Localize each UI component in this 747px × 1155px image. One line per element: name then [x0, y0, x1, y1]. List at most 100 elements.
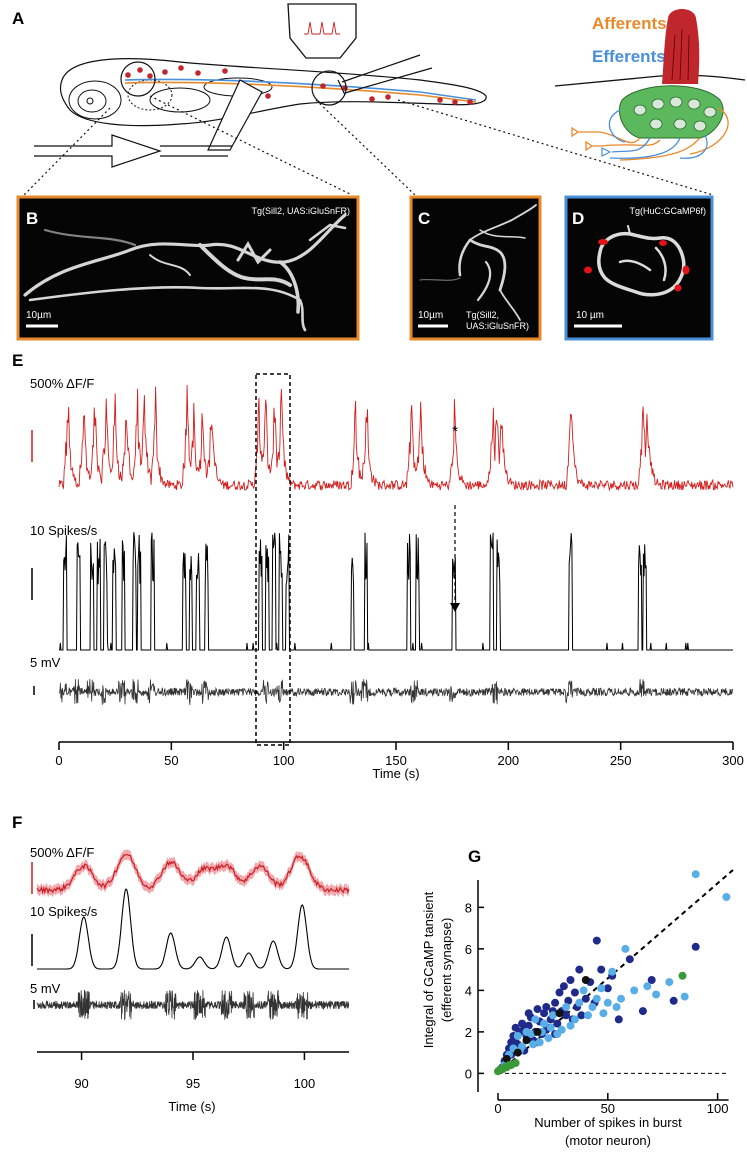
g-point-series-1: [680, 992, 689, 1001]
g-point-series-3: [511, 1059, 520, 1067]
g-point-series-0: [533, 1005, 542, 1014]
efferents-label: Efferents: [592, 47, 666, 66]
g-ytick-label: 0: [465, 1066, 472, 1081]
g-ytick-label: 2: [465, 1025, 472, 1040]
g-point-series-0: [577, 1011, 586, 1020]
f-scale-dff-label: 500% ΔF/F: [30, 845, 94, 860]
e-scale-spikes-label: 10 Spikes/s: [30, 523, 98, 538]
g-point-series-0: [597, 965, 606, 974]
g-point-series-1: [584, 1011, 592, 1020]
e-scale-mv-label: 5 mV: [30, 655, 61, 670]
e-x-axis: 0 50 100 150 200 250 300: [55, 741, 744, 768]
g-point-series-0: [540, 1009, 549, 1018]
f-scale-spikes-label: 10 Spikes/s: [30, 904, 98, 919]
g-point-series-0: [575, 965, 584, 974]
g-point-series-1: [570, 1015, 579, 1024]
g-point-series-1: [526, 1030, 535, 1038]
caption-d: Tg(HuC:GCaMP6f): [629, 206, 706, 216]
f-xtick-label: 100: [294, 1076, 316, 1091]
panel-letter-a: A: [12, 9, 24, 28]
f-x-axis: 90 95 100: [37, 1051, 349, 1091]
g-ytick-label: 8: [465, 900, 472, 915]
g-point-series-0: [524, 1009, 533, 1018]
g-point-series-0: [553, 1019, 562, 1028]
scale-b: 10µm: [26, 310, 51, 321]
g-ylabel-1: Integral of GCaMP tansient: [421, 891, 436, 1048]
g-point-series-0: [559, 982, 568, 991]
e-xtick-label: 100: [273, 753, 295, 768]
g-point-series-0: [542, 1003, 551, 1011]
g-point-series-2: [513, 1048, 522, 1057]
g-point-series-1: [612, 1003, 621, 1011]
synapse-markers: [584, 239, 690, 292]
g-point-series-0: [566, 976, 575, 984]
g-point-series-1: [566, 1021, 575, 1030]
g-point-series-1: [562, 1003, 571, 1011]
g-point-series-1: [529, 1040, 538, 1049]
g-point-series-1: [535, 1038, 544, 1047]
scale-d: 10 µm: [576, 310, 604, 321]
g-point-series-0: [570, 988, 579, 997]
e-asterisk: *: [452, 423, 458, 440]
g-point-series-1: [597, 984, 606, 993]
g-point-series-1: [603, 998, 612, 1007]
e-dff-trace: [58, 384, 734, 492]
g-point-series-2: [502, 1054, 511, 1063]
g-axes: 0 50 100 0 2 4 6 8: [465, 880, 729, 1116]
panel-letter-g: G: [468, 847, 481, 866]
g-point-series-2: [522, 1036, 531, 1045]
f-spike-rate-trace: [37, 888, 349, 970]
caption-c-1: Tg(Sill2,: [466, 310, 499, 320]
g-point-series-1: [579, 986, 588, 995]
panel-d: [564, 195, 714, 341]
g-xtick-label: 50: [601, 1101, 615, 1116]
g-ytick-label: 6: [465, 942, 472, 957]
e-xlabel: Time (s): [372, 766, 419, 781]
g-point-series-0: [603, 984, 612, 993]
g-point-series-1: [665, 978, 674, 987]
f-xtick-label: 90: [74, 1076, 88, 1091]
g-point-series-0: [524, 1021, 533, 1030]
g-point-series-0: [592, 936, 601, 945]
panel-c: [409, 195, 542, 341]
g-point-series-0: [511, 1038, 520, 1047]
e-spike-rate-trace: [59, 532, 733, 651]
micrograph-d-synapses: [597, 225, 686, 297]
g-point-series-0: [691, 942, 700, 951]
g-point-series-0: [581, 994, 590, 1003]
e-arrowhead: [450, 603, 460, 612]
g-point-series-0: [555, 988, 564, 997]
e-traces: [58, 384, 734, 705]
g-point-series-1: [544, 1034, 553, 1043]
neuromast-dots: [125, 65, 473, 105]
g-point-series-0: [551, 998, 560, 1007]
g-point-series-1: [722, 893, 731, 901]
g-point-series-2: [581, 976, 590, 984]
e-xtick-label: 50: [164, 753, 178, 768]
g-point-series-1: [630, 986, 639, 995]
neuromast-diagram: [554, 9, 746, 161]
g-point-series-1: [557, 1025, 566, 1034]
g-point-series-1: [588, 1003, 597, 1011]
e-xtick-label: 0: [55, 753, 62, 768]
g-xlabel-1: Number of spikes in burst: [534, 1115, 682, 1130]
g-point-series-2: [555, 1009, 564, 1018]
f-traces: [36, 849, 350, 1021]
micrograph-b-axons: [23, 213, 347, 332]
panel-letter-d: D: [572, 209, 584, 228]
g-point-series-0: [625, 955, 634, 964]
g-point-series-2: [533, 1027, 542, 1036]
g-ylabel-2: (efferent synapse): [439, 918, 454, 1023]
e-xtick-label: 150: [385, 753, 407, 768]
panel-letter-c: C: [418, 209, 430, 228]
g-point-series-1: [617, 994, 625, 1003]
e-xtick-label: 300: [722, 753, 744, 768]
g-point-series-0: [614, 1015, 623, 1024]
g-point-series-3: [678, 971, 687, 980]
f-voltage-trace: [36, 989, 350, 1021]
g-point-series-0: [638, 1007, 647, 1016]
f-xtick-label: 95: [186, 1076, 200, 1091]
e-scale-dff-label: 500% ΔF/F: [30, 376, 94, 391]
afferents-label: Afferents: [592, 14, 667, 33]
